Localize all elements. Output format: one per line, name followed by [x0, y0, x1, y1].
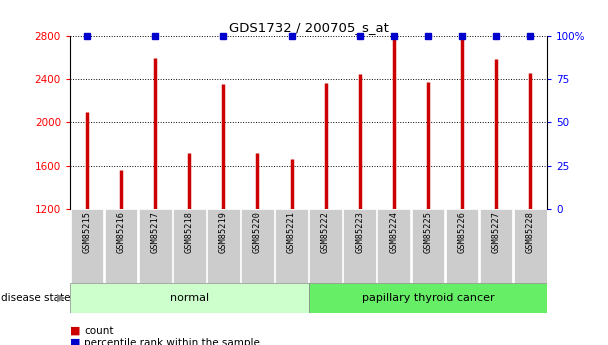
Bar — [308, 283, 547, 313]
Text: GSM85226: GSM85226 — [457, 211, 466, 253]
Text: count: count — [84, 326, 114, 335]
Bar — [241, 209, 274, 283]
Text: GSM85219: GSM85219 — [219, 211, 228, 253]
Bar — [71, 209, 103, 283]
Text: GSM85220: GSM85220 — [253, 211, 262, 253]
Bar — [105, 209, 137, 283]
Text: GSM85224: GSM85224 — [389, 211, 398, 253]
Text: GSM85218: GSM85218 — [185, 211, 194, 253]
Bar — [378, 209, 410, 283]
Bar — [207, 209, 240, 283]
Text: GSM85215: GSM85215 — [83, 211, 91, 253]
Text: normal: normal — [170, 293, 209, 303]
Text: GSM85225: GSM85225 — [423, 211, 432, 253]
Bar — [480, 209, 513, 283]
Text: GSM85217: GSM85217 — [151, 211, 160, 253]
Bar — [70, 283, 308, 313]
Bar — [344, 209, 376, 283]
Bar — [275, 209, 308, 283]
Text: disease state: disease state — [1, 293, 71, 303]
Bar — [139, 209, 171, 283]
Bar — [412, 209, 444, 283]
Bar — [446, 209, 478, 283]
Text: GSM85223: GSM85223 — [355, 211, 364, 253]
Text: papillary thyroid cancer: papillary thyroid cancer — [362, 293, 494, 303]
Text: ▶: ▶ — [57, 293, 66, 303]
Title: GDS1732 / 200705_s_at: GDS1732 / 200705_s_at — [229, 21, 389, 34]
Bar — [173, 209, 206, 283]
Text: GSM85216: GSM85216 — [117, 211, 126, 253]
Bar — [309, 209, 342, 283]
Bar — [514, 209, 547, 283]
Text: percentile rank within the sample: percentile rank within the sample — [84, 338, 260, 345]
Text: GSM85221: GSM85221 — [287, 211, 296, 253]
Text: GSM85222: GSM85222 — [321, 211, 330, 253]
Text: ■: ■ — [70, 338, 80, 345]
Text: GSM85228: GSM85228 — [526, 211, 534, 253]
Text: GSM85227: GSM85227 — [491, 211, 500, 253]
Text: ■: ■ — [70, 326, 80, 335]
